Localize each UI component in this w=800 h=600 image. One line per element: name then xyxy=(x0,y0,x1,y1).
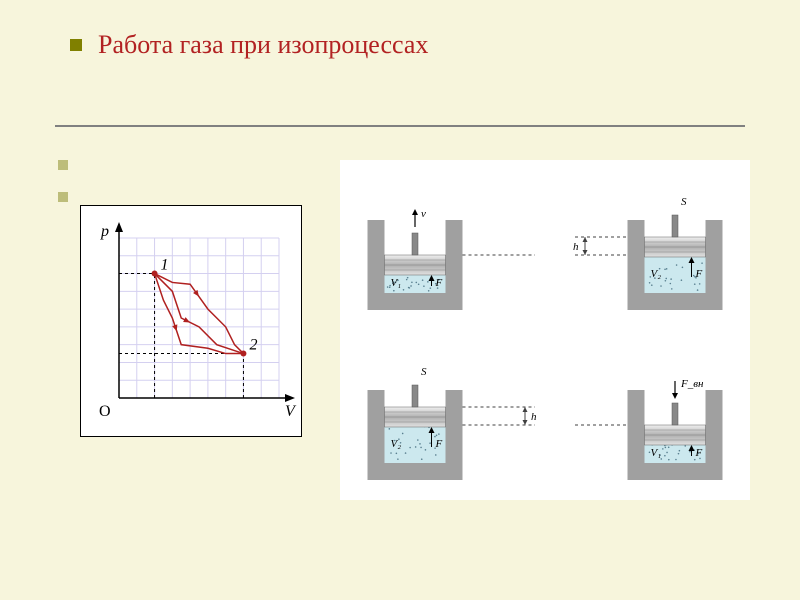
svg-text:F_вн: F_вн xyxy=(680,378,704,390)
pv-graph: 1 2 Op V xyxy=(80,205,302,437)
piston-diagrams: v V₁ F S V₂ Fh S V₂ Fh F_вн V₁ F xyxy=(340,160,750,500)
piston-row-bottom: S V₂ Fh F_вн V₁ F xyxy=(340,330,750,500)
content-area: 1 2 Op V v V₁ F S V₂ Fh S V₂ Fh F_вн V₁ F xyxy=(80,160,750,560)
piston-c: S V₂ Fh xyxy=(355,340,545,490)
svg-text:V₂: V₂ xyxy=(651,268,662,280)
bullet-icon-1 xyxy=(58,160,68,170)
svg-text:p: p xyxy=(100,223,109,240)
svg-text:O: O xyxy=(99,403,111,420)
svg-text:F: F xyxy=(695,447,703,459)
svg-text:F: F xyxy=(695,268,703,280)
piston-row-top: v V₁ F S V₂ Fh xyxy=(340,160,750,330)
svg-text:S: S xyxy=(421,366,427,378)
piston-a: v V₁ F xyxy=(355,170,545,320)
svg-text:2: 2 xyxy=(249,337,257,354)
svg-text:V: V xyxy=(285,403,297,420)
svg-text:V₂: V₂ xyxy=(391,438,402,450)
title-bullet-icon xyxy=(70,39,82,51)
piston-b: S V₂ Fh xyxy=(565,170,755,320)
svg-text:V₁: V₁ xyxy=(391,277,402,289)
svg-text:F: F xyxy=(435,438,443,450)
svg-text:h: h xyxy=(531,411,537,423)
divider-line xyxy=(55,125,745,127)
svg-text:v: v xyxy=(421,208,426,220)
svg-text:F: F xyxy=(435,277,443,289)
svg-text:S: S xyxy=(681,196,687,208)
svg-text:V₁: V₁ xyxy=(651,447,662,459)
slide-title: Работа газа при изопроцессах xyxy=(98,30,428,60)
piston-d: F_вн V₁ F xyxy=(565,340,755,490)
bullet-icon-2 xyxy=(58,192,68,202)
svg-text:1: 1 xyxy=(161,257,169,274)
slide-title-bar: Работа газа при изопроцессах xyxy=(70,30,428,60)
svg-text:h: h xyxy=(573,241,579,253)
